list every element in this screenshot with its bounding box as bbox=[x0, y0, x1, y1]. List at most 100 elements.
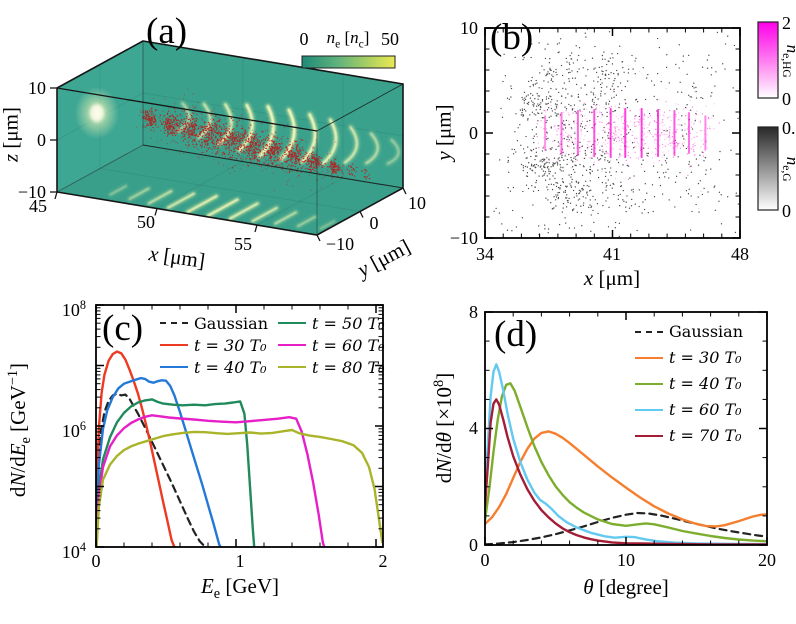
x-tick-45: 45 bbox=[29, 196, 47, 216]
var-N: N bbox=[5, 472, 30, 487]
sub-e: e bbox=[18, 437, 35, 444]
legend-label: Gaussian bbox=[194, 313, 269, 333]
var-y: y bbox=[431, 151, 456, 161]
exp: −1 bbox=[4, 370, 21, 386]
hg-speckle-light bbox=[537, 70, 715, 210]
series-t40 bbox=[96, 376, 222, 547]
panel-a-canvas bbox=[50, 40, 407, 242]
unit: [GeV] bbox=[220, 574, 280, 598]
x-tick-34: 34 bbox=[476, 244, 494, 264]
colorbar-g-min: 0 bbox=[782, 201, 791, 221]
y-tick-10: 10 bbox=[408, 193, 426, 213]
legend-line bbox=[635, 408, 663, 411]
floor-streak bbox=[108, 184, 128, 197]
bracket: ] bbox=[363, 28, 370, 47]
legend-entry: Gaussian bbox=[160, 312, 268, 334]
var-n: n bbox=[326, 28, 336, 47]
floor-streak bbox=[146, 189, 174, 206]
x-tick-20: 20 bbox=[758, 550, 776, 570]
y-axis-label: dN/dθ [×108] bbox=[428, 278, 456, 578]
legend-label: t = 60 T₀ bbox=[312, 335, 385, 355]
var-n: n bbox=[350, 28, 359, 47]
panel-c-label: (c) bbox=[102, 308, 144, 349]
series-t30 bbox=[96, 350, 176, 547]
unit: [μm] bbox=[431, 104, 456, 152]
legend-line bbox=[635, 434, 663, 437]
legend-entry: t = 30 T₀ bbox=[635, 347, 743, 368]
d: /d bbox=[5, 456, 30, 473]
floor-streak bbox=[127, 186, 151, 201]
legend-entry: Gaussian bbox=[635, 321, 743, 342]
colorbar-hg-title: ne,HG bbox=[780, 21, 796, 101]
y-tick-10: 10 bbox=[460, 18, 478, 38]
var-x: x bbox=[583, 266, 594, 290]
unit: [×10 bbox=[432, 386, 456, 433]
electron-bunches bbox=[140, 107, 371, 181]
series-gaussian bbox=[96, 392, 207, 547]
legend-entry: t = 80 T₀ bbox=[278, 356, 385, 378]
sub-c: c bbox=[358, 37, 364, 51]
panel-b-label: (b) bbox=[490, 17, 534, 58]
legend-label: t = 50 T₀ bbox=[312, 313, 385, 333]
colorbar-g-max: 0.1 bbox=[782, 118, 796, 138]
panel-c-canvas bbox=[95, 304, 384, 548]
panel-d: (d) 8 4 0 dN/dθ [×108] 0 10 20 θ [degree… bbox=[430, 295, 796, 624]
y-axis-label: dN/dEe [GeV−1] bbox=[2, 280, 38, 580]
legend-entry: t = 60 T₀ bbox=[278, 334, 385, 356]
x-tick-1: 1 bbox=[235, 551, 245, 571]
legend-line bbox=[278, 366, 307, 368]
y-tick-0: 0 bbox=[369, 213, 379, 233]
legend-label: t = 30 T₀ bbox=[194, 335, 267, 355]
legend-line bbox=[635, 382, 663, 385]
sub-e: e bbox=[335, 37, 341, 51]
unit: [GeV bbox=[5, 385, 30, 438]
y-tick-4: 4 bbox=[469, 418, 478, 438]
z-tick-0: 0 bbox=[37, 130, 46, 150]
var-theta: θ bbox=[432, 432, 456, 443]
y-tick-1e4: 104 bbox=[28, 537, 86, 562]
colorbar-hg bbox=[757, 21, 779, 99]
legend-label: t = 80 T₀ bbox=[312, 357, 385, 377]
colorbar-hg-max: 2 bbox=[782, 13, 791, 33]
floor-streak bbox=[206, 197, 240, 218]
legend-entry: t = 70 T₀ bbox=[635, 425, 743, 446]
series-t50 bbox=[96, 398, 256, 547]
unit: ] bbox=[5, 363, 30, 371]
hg-speckle bbox=[536, 89, 720, 181]
panel-d-label: (d) bbox=[494, 314, 538, 355]
legend-entry: t = 60 T₀ bbox=[635, 399, 743, 420]
unit: [μm] bbox=[593, 266, 641, 290]
legend: Gaussian t = 30 T₀ t = 40 T₀ t = 60 T₀ t = 7… bbox=[635, 321, 743, 451]
bracket: [ bbox=[340, 28, 351, 47]
y-tick-0: 0 bbox=[469, 123, 478, 143]
floor-streak bbox=[185, 194, 219, 214]
panel-d-canvas bbox=[484, 311, 768, 546]
x-axis-label: θ [degree] bbox=[556, 576, 696, 599]
unit: [μm] bbox=[0, 106, 23, 154]
legend-line bbox=[278, 344, 307, 346]
legend-entry: t = 30 T₀ bbox=[160, 334, 268, 356]
legend-entry: t = 40 T₀ bbox=[160, 356, 268, 378]
x-tick-41: 41 bbox=[603, 244, 621, 264]
tick-base: 10 bbox=[61, 421, 80, 441]
var-N: N bbox=[432, 458, 456, 473]
y-tick-1e6: 106 bbox=[28, 416, 86, 441]
sub-e: e bbox=[213, 586, 221, 603]
y-tick-0: 0 bbox=[469, 535, 478, 555]
floor-streak bbox=[296, 214, 318, 228]
legend-label: t = 60 T₀ bbox=[669, 400, 742, 419]
colorbar-g-title: ne,G bbox=[780, 129, 796, 209]
sub-e-hg: e,HG bbox=[779, 53, 793, 78]
tick-base: 10 bbox=[61, 300, 80, 320]
var-E: E bbox=[5, 443, 30, 457]
unit: [degree] bbox=[593, 575, 669, 599]
legend-line bbox=[160, 366, 188, 368]
series-t70 bbox=[485, 398, 767, 545]
z-tick-m10: −10 bbox=[17, 182, 46, 202]
legend-label: t = 30 T₀ bbox=[669, 348, 742, 367]
series-t60 bbox=[96, 414, 326, 547]
legend-line bbox=[160, 322, 188, 324]
wakefield-arc bbox=[196, 101, 213, 140]
tick-exp: 4 bbox=[79, 540, 86, 554]
tick-exp: 8 bbox=[79, 298, 86, 312]
